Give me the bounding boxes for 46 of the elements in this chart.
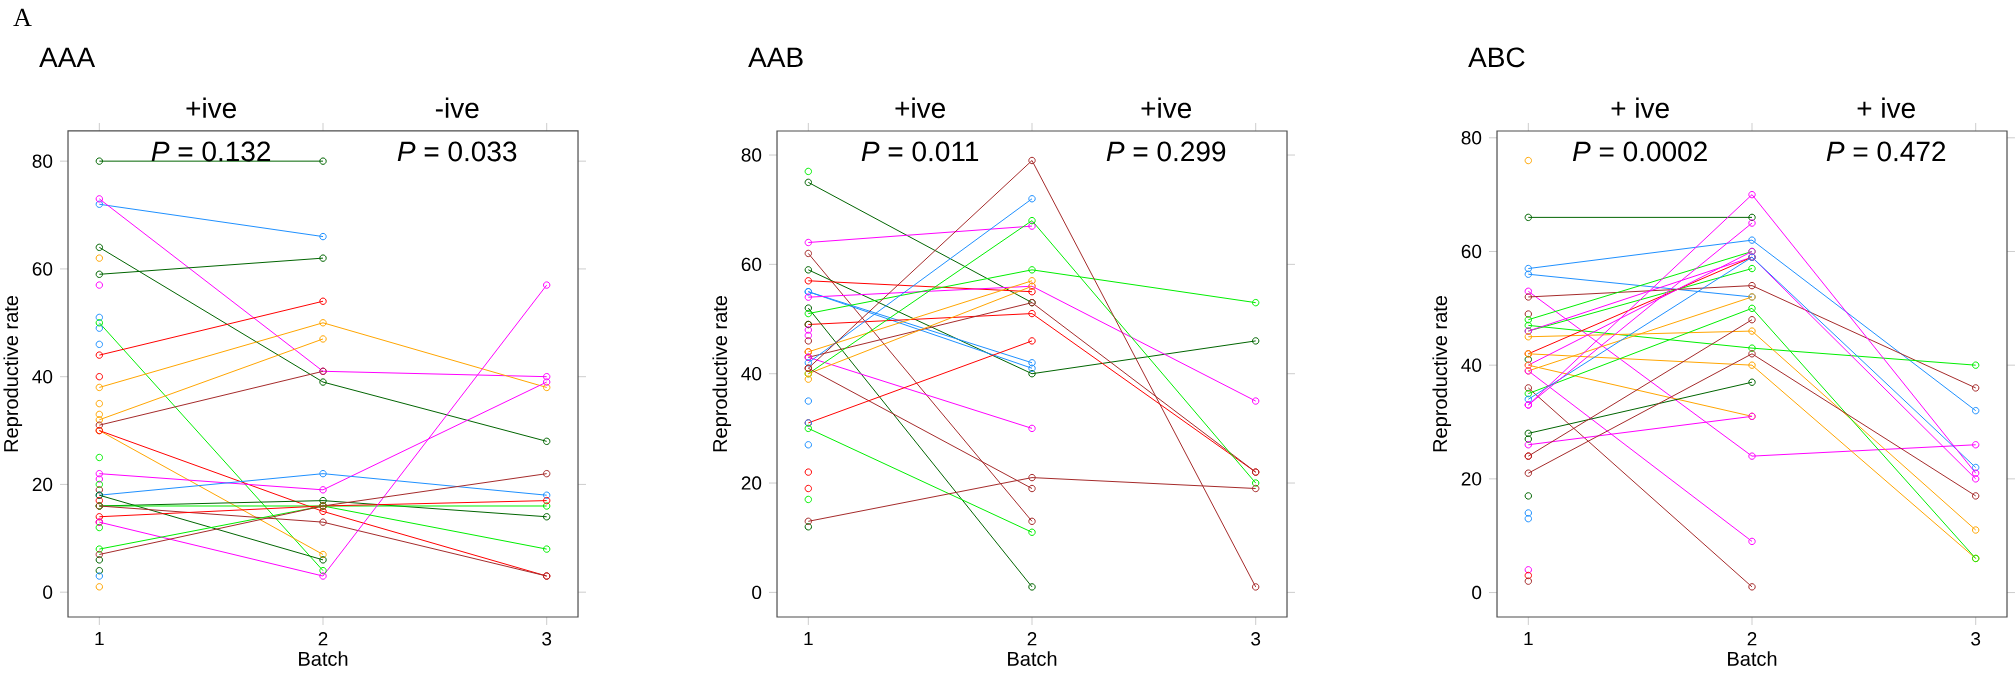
- y-tick-label: 20: [741, 476, 762, 490]
- y-tick-label: 60: [32, 262, 53, 276]
- y-tick-label: 40: [741, 366, 762, 381]
- annotation: P = 0.011: [861, 141, 979, 162]
- annotation: P = 0.033: [397, 141, 517, 162]
- x-tick-label: 1: [95, 632, 104, 646]
- text: +ive: [1141, 97, 1192, 119]
- y-axis-title: Reproductive rate: [1432, 296, 1452, 452]
- y-axis-title: Reproductive rate: [712, 295, 732, 452]
- text: +ive: [895, 97, 945, 119]
- chart-title: AAA: [39, 47, 96, 67]
- x-axis-title: Batch: [1008, 651, 1057, 666]
- annotation: P = 0.132: [151, 141, 271, 162]
- x-tick-label: 3: [1251, 632, 1261, 646]
- y-tick-label: 60: [1461, 244, 1482, 259]
- x-tick-label: 2: [318, 632, 328, 646]
- annotation: P = 0.472: [1826, 141, 1946, 162]
- annotation: P = 0.299: [1106, 141, 1226, 162]
- text: A: [13, 8, 32, 26]
- text: -ive: [435, 97, 479, 119]
- y-tick-label: 80: [741, 148, 762, 162]
- x-tick-label: 2: [1747, 632, 1757, 646]
- x-axis-title: Batch: [1728, 651, 1777, 666]
- x-tick-label: 3: [1971, 632, 1981, 646]
- x-tick-label: 2: [1027, 632, 1037, 646]
- x-tick-label: 1: [804, 632, 813, 646]
- y-tick-label: 20: [1461, 472, 1482, 486]
- y-tick-label: 0: [752, 585, 762, 600]
- annotation: P = 0.0002: [1572, 141, 1707, 162]
- y-tick-label: 0: [1472, 585, 1482, 600]
- y-tick-label: 40: [1461, 358, 1482, 372]
- y-tick-label: 0: [43, 585, 53, 599]
- text: + ive: [1857, 97, 1915, 119]
- chart-title: AAB: [748, 47, 803, 67]
- x-tick-label: 3: [542, 632, 552, 646]
- y-tick-label: 20: [32, 477, 53, 492]
- x-tick-label: 1: [1524, 632, 1533, 646]
- y-tick-label: 60: [741, 257, 762, 272]
- y-tick-label: 40: [32, 369, 53, 384]
- y-axis-title: Reproductive rate: [3, 295, 23, 452]
- text: +ive: [186, 97, 236, 119]
- x-axis-title: Batch: [299, 651, 348, 666]
- chart-title: ABC: [1468, 47, 1525, 68]
- y-tick-label: 80: [32, 154, 53, 168]
- text: + ive: [1611, 97, 1669, 119]
- y-tick-label: 80: [1461, 131, 1482, 145]
